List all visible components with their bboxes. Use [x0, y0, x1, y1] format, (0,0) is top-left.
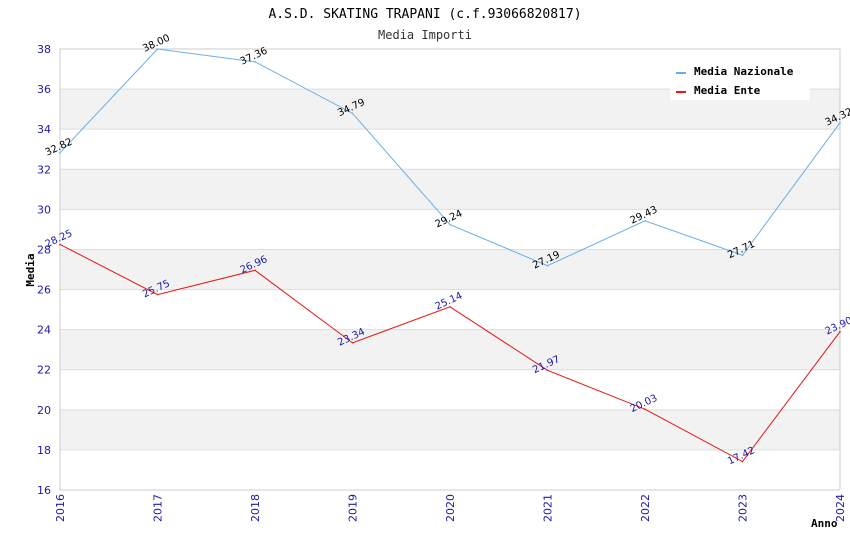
x-tick-label: 2024 — [834, 494, 847, 522]
y-tick-label: 32 — [37, 163, 51, 176]
y-tick-label: 38 — [37, 43, 51, 56]
x-tick-label: 2021 — [542, 494, 555, 522]
legend-label-nazionale: Media Nazionale — [694, 65, 794, 78]
y-tick-label: 24 — [37, 324, 51, 337]
x-axis-ticks: 2016 2017 2018 2019 2020 2021 2022 2023 2024 — [54, 494, 847, 522]
data-point — [351, 342, 354, 344]
data-point — [644, 408, 646, 411]
y-tick-label: 20 — [37, 404, 51, 417]
data-point — [546, 369, 549, 372]
x-tick-label: 2017 — [152, 494, 165, 522]
data-point — [254, 61, 256, 63]
plot-band — [60, 329, 840, 370]
plot-band — [60, 249, 840, 290]
y-tick-label: 16 — [37, 484, 51, 497]
data-point — [449, 305, 451, 308]
plot-bands — [60, 89, 840, 450]
y-axis-ticks: 16 18 20 22 24 26 28 30 32 34 36 38 — [37, 43, 51, 497]
x-tick-label: 2016 — [54, 494, 67, 522]
plot-frame — [59, 48, 841, 491]
data-point — [644, 219, 646, 222]
x-tick-label: 2020 — [444, 494, 457, 522]
x-tick-label: 2023 — [737, 494, 750, 522]
data-point — [156, 48, 159, 50]
x-tick-label: 2018 — [249, 494, 262, 522]
y-axis-label: Media — [24, 253, 37, 286]
y-tick-label: 22 — [37, 364, 51, 377]
series-lines — [59, 48, 841, 463]
data-point — [351, 112, 354, 115]
data-label: 32.82 — [44, 137, 75, 159]
data-point — [449, 223, 451, 226]
data-label: 25.14 — [434, 290, 465, 312]
y-tick-label: 34 — [37, 123, 51, 136]
data-point — [156, 293, 159, 296]
chart-subtitle: Media Importi — [378, 28, 472, 42]
chart-title: A.S.D. SKATING TRAPANI (c.f.93066820817) — [268, 7, 581, 22]
data-point — [59, 243, 61, 246]
data-label: 28.25 — [44, 228, 75, 250]
x-axis-label: Anno — [811, 517, 838, 530]
legend: Media Nazionale Media Ente — [670, 60, 810, 100]
y-tick-label: 18 — [37, 444, 51, 457]
legend-label-ente: Media Ente — [694, 84, 761, 97]
x-tick-label: 2022 — [639, 494, 652, 522]
data-point — [839, 121, 841, 124]
y-tick-label: 26 — [37, 284, 51, 297]
data-point — [546, 264, 549, 267]
legend-box — [670, 60, 810, 100]
data-label: 38.00 — [141, 33, 172, 55]
y-tick-label: 36 — [37, 83, 51, 96]
plot-band — [60, 169, 840, 210]
data-point — [839, 330, 841, 333]
data-point — [59, 152, 61, 154]
data-point — [254, 269, 256, 272]
x-tick-label: 2019 — [347, 494, 360, 522]
data-point — [741, 254, 744, 257]
y-tick-label: 28 — [37, 243, 51, 256]
plot-band — [60, 409, 840, 450]
y-tick-label: 30 — [37, 203, 51, 216]
data-point — [741, 460, 744, 463]
